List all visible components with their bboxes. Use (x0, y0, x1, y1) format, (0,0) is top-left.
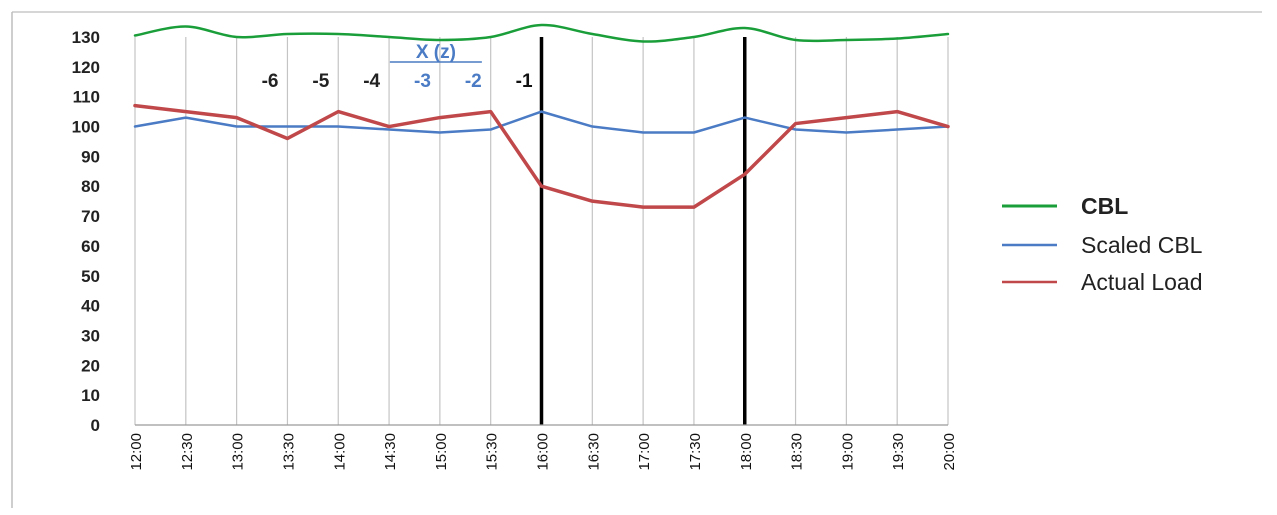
data-point-scaled-cbl-1400 (337, 125, 340, 128)
data-point-cbl-1400 (337, 33, 340, 36)
x-tick-label-1800: 18:00 (738, 433, 755, 471)
y-tick-label-40: 40 (81, 297, 100, 316)
y-tick-label-30: 30 (81, 326, 100, 345)
data-point-actual-load-1630 (591, 200, 594, 203)
x-tick-label-1900: 19:00 (839, 433, 856, 471)
series-line-cbl (133, 23, 950, 43)
series-line-actual-load (133, 103, 950, 209)
data-point-actual-load-1700 (642, 206, 645, 209)
y-tick-label-110: 110 (73, 88, 100, 107)
data-point-scaled-cbl-1200 (134, 125, 137, 128)
y-tick-label-60: 60 (81, 237, 100, 256)
annotation-offset-1: -5 (312, 71, 329, 92)
annotation-offset-4: -2 (465, 71, 482, 92)
data-point-actual-load-1330 (286, 137, 289, 140)
y-tick-label-90: 90 (81, 147, 100, 166)
data-point-actual-load-1600 (540, 185, 543, 188)
data-point-scaled-cbl-1330 (286, 125, 289, 128)
x-tick-label-1700: 17:00 (636, 433, 653, 471)
y-tick-label-100: 100 (72, 118, 100, 137)
data-point-cbl-2000 (947, 33, 950, 36)
x-tick-label-1230: 12:30 (179, 433, 196, 471)
data-point-actual-load-1530 (489, 110, 492, 113)
data-point-actual-load-1800 (743, 173, 746, 176)
x-tick-label-2000: 20:00 (941, 433, 958, 471)
data-point-cbl-1200 (134, 34, 137, 37)
data-point-scaled-cbl-1930 (896, 128, 899, 131)
x-tick-label-1430: 14:30 (382, 433, 399, 471)
data-point-actual-load-1900 (845, 116, 848, 119)
x-tick-label-1730: 17:30 (687, 433, 704, 471)
data-point-actual-load-1830 (794, 122, 797, 125)
data-point-actual-load-1200 (134, 104, 137, 107)
data-point-actual-load-1730 (692, 206, 695, 209)
data-point-actual-load-1430 (388, 125, 391, 128)
data-point-actual-load-1400 (337, 110, 340, 113)
x-tick-label-1830: 18:30 (789, 433, 806, 471)
annotation-offset-2: -4 (363, 71, 380, 92)
y-tick-label-130: 130 (72, 28, 100, 47)
y-tick-label-70: 70 (81, 207, 100, 226)
y-tick-label-80: 80 (81, 177, 100, 196)
data-point-cbl-1330 (286, 33, 289, 36)
data-point-cbl-1530 (489, 36, 492, 39)
annotation-offset-0: -6 (262, 71, 279, 92)
data-point-scaled-cbl-1530 (489, 128, 492, 131)
annotation-offset-3: -3 (414, 71, 431, 92)
data-point-cbl-1830 (794, 38, 797, 41)
x-tick-label-1200: 12:00 (128, 433, 145, 471)
x-tick-label-1400: 14:00 (331, 433, 348, 471)
data-point-cbl-1300 (235, 36, 238, 39)
annotation-header: X (z) (416, 42, 456, 63)
y-tick-label-50: 50 (81, 267, 100, 286)
y-tick-label-20: 20 (81, 356, 100, 375)
y-tick-label-0: 0 (91, 416, 100, 435)
data-point-scaled-cbl-1900 (845, 131, 848, 134)
data-point-scaled-cbl-1830 (794, 128, 797, 131)
x-tick-label-1630: 16:30 (585, 433, 602, 471)
x-tick-label-1300: 13:00 (230, 433, 247, 471)
data-point-scaled-cbl-1430 (388, 128, 391, 131)
data-point-actual-load-1230 (184, 110, 187, 113)
x-tick-label-1330: 13:30 (280, 433, 297, 471)
legend-label-cbl: CBL (1081, 193, 1128, 219)
data-point-cbl-1430 (388, 36, 391, 39)
data-point-cbl-1800 (743, 27, 746, 30)
data-point-actual-load-1500 (438, 116, 441, 119)
data-point-actual-load-1930 (896, 110, 899, 113)
data-point-cbl-1630 (591, 33, 594, 36)
data-point-scaled-cbl-1800 (743, 116, 746, 119)
x-tick-label-1600: 16:00 (535, 433, 552, 471)
data-point-actual-load-1300 (235, 116, 238, 119)
data-point-scaled-cbl-1230 (184, 116, 187, 119)
x-tick-label-1930: 19:30 (890, 433, 907, 471)
data-point-cbl-1730 (692, 36, 695, 39)
annotation-offset-5: -1 (516, 71, 533, 92)
legend-label-scaled-cbl: Scaled CBL (1081, 232, 1203, 258)
data-point-scaled-cbl-1300 (235, 125, 238, 128)
x-tick-label-1500: 15:00 (433, 433, 450, 471)
data-point-scaled-cbl-1500 (438, 131, 441, 134)
data-point-cbl-1700 (642, 40, 645, 43)
data-point-cbl-1930 (896, 37, 899, 40)
y-tick-label-120: 120 (72, 58, 100, 77)
data-point-scaled-cbl-1730 (692, 131, 695, 134)
data-point-scaled-cbl-1700 (642, 131, 645, 134)
data-point-cbl-1230 (184, 25, 187, 28)
data-point-cbl-1900 (845, 38, 848, 41)
x-tick-label-1530: 15:30 (484, 433, 501, 471)
y-tick-label-10: 10 (81, 386, 100, 405)
data-point-actual-load-2000 (947, 125, 950, 128)
series-line-scaled-cbl (133, 110, 950, 134)
legend-label-actual-load: Actual Load (1081, 269, 1202, 295)
data-point-scaled-cbl-1630 (591, 125, 594, 128)
data-point-cbl-1600 (540, 24, 543, 27)
data-point-scaled-cbl-1600 (540, 110, 543, 113)
